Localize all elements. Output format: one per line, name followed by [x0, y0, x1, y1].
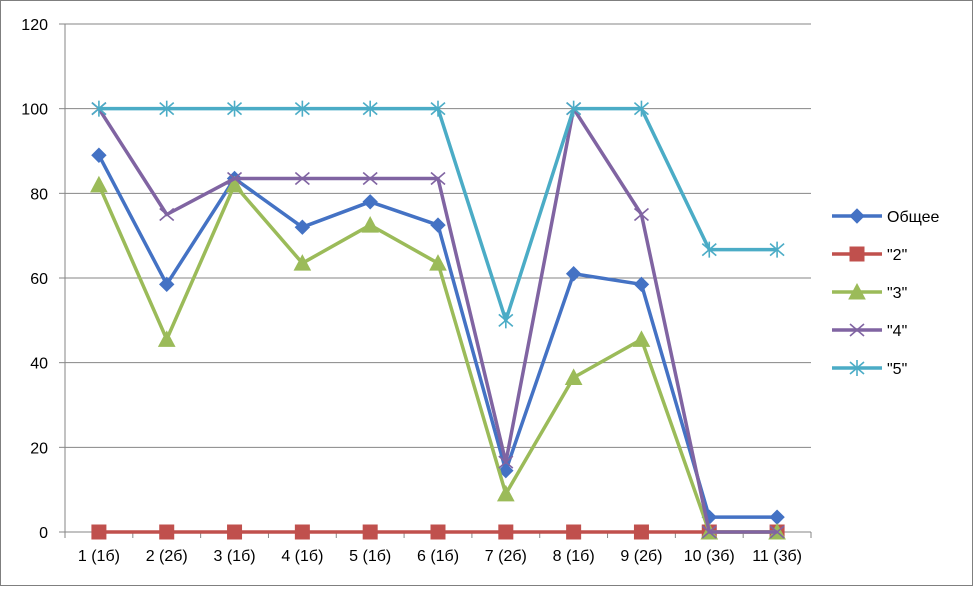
legend-item: "3": [832, 282, 907, 302]
x-tick-label: 5 (1б): [349, 548, 391, 565]
data-point: [362, 171, 378, 186]
data-point: [498, 462, 514, 479]
marker-stroke: [362, 171, 378, 186]
data-point: [294, 100, 310, 117]
x-tick-label: 10 (3б): [684, 548, 735, 565]
data-point: [498, 455, 514, 469]
marker-stroke: [633, 207, 649, 222]
data-point: [91, 147, 107, 163]
x-tick-label: 3 (1б): [214, 548, 256, 565]
data-point: [362, 194, 378, 210]
legend-label: "2": [887, 247, 907, 264]
data-point: [294, 524, 310, 540]
x-tick-label: 8 (1б): [553, 548, 595, 565]
marker-stroke: [294, 171, 310, 186]
data-point: [159, 207, 175, 222]
data-point: [227, 100, 243, 117]
legend: Общее "2" "3" "4" "5": [832, 208, 939, 378]
legend-label: "3": [887, 285, 907, 302]
y-tick-label: 0: [39, 525, 48, 542]
data-point: [498, 524, 514, 540]
series-group: [90, 100, 786, 540]
data-point: [633, 524, 649, 540]
data-point: [430, 100, 446, 117]
data-point: [633, 207, 649, 222]
data-point: [769, 525, 785, 539]
data-point: [159, 524, 175, 540]
data-point: [294, 219, 311, 235]
data-point: [225, 175, 244, 193]
legend-item: "5": [832, 360, 907, 378]
data-point: [157, 330, 176, 347]
x-tick-label: 6 (1б): [417, 548, 459, 565]
legend-item: Общее: [832, 208, 939, 226]
y-tick-label: 20: [30, 440, 48, 457]
data-point: [701, 241, 717, 258]
legend-marker: [848, 282, 866, 300]
data-point: [294, 171, 310, 186]
data-point: [564, 368, 583, 385]
data-point: [91, 100, 107, 117]
y-tick-label: 60: [30, 271, 48, 288]
marker-stroke: [227, 171, 243, 186]
y-tick-label: 80: [30, 186, 48, 203]
data-point: [566, 524, 582, 540]
data-point: [362, 100, 378, 117]
data-point: [227, 171, 243, 186]
x-tick-label: 1 (1б): [78, 548, 120, 565]
data-point: [496, 484, 515, 502]
marker-stroke: [159, 207, 175, 222]
data-point: [293, 254, 312, 271]
data-point: [429, 254, 447, 271]
data-point: [498, 312, 514, 329]
series-4: [91, 100, 785, 329]
marker-stroke: [430, 171, 446, 186]
y-tick-label: 100: [21, 102, 48, 119]
marker-stroke: [498, 455, 514, 469]
legend-marker: [849, 246, 865, 262]
data-point: [633, 100, 649, 117]
data-point: [159, 100, 175, 117]
data-point: [632, 330, 651, 347]
legend-marker: [849, 360, 865, 376]
data-point: [633, 276, 650, 293]
data-point: [90, 175, 108, 193]
x-tick-label: 7 (2б): [485, 548, 527, 565]
data-point: [701, 525, 717, 539]
data-point: [566, 100, 582, 117]
x-tick-label: 9 (2б): [620, 548, 662, 565]
data-point: [361, 216, 380, 233]
data-point: [565, 266, 582, 282]
y-tick-label: 120: [21, 17, 48, 34]
data-point: [430, 171, 446, 186]
data-point: [362, 524, 378, 540]
marker-stroke: [701, 525, 717, 539]
legend-label: "4": [887, 323, 907, 340]
data-point: [769, 241, 785, 258]
data-point: [159, 276, 175, 293]
data-point: [430, 217, 446, 233]
data-point: [227, 524, 243, 540]
marker-stroke: [849, 323, 865, 337]
x-tick-label: 11 (3б): [752, 548, 802, 565]
legend-marker: [849, 323, 865, 337]
data-point: [91, 524, 107, 540]
marker-stroke: [769, 525, 785, 539]
legend-item: "4": [832, 323, 907, 340]
y-tick-label: 40: [30, 356, 48, 373]
legend-label: Общее: [887, 209, 939, 226]
series-0: [91, 147, 785, 525]
x-tick-label: 2 (2б): [146, 548, 188, 565]
legend-item: "2": [832, 246, 907, 264]
x-tick-label: 4 (1б): [281, 548, 323, 565]
legend-marker: [849, 208, 865, 224]
data-point: [430, 524, 446, 540]
legend-label: "5": [887, 361, 907, 378]
